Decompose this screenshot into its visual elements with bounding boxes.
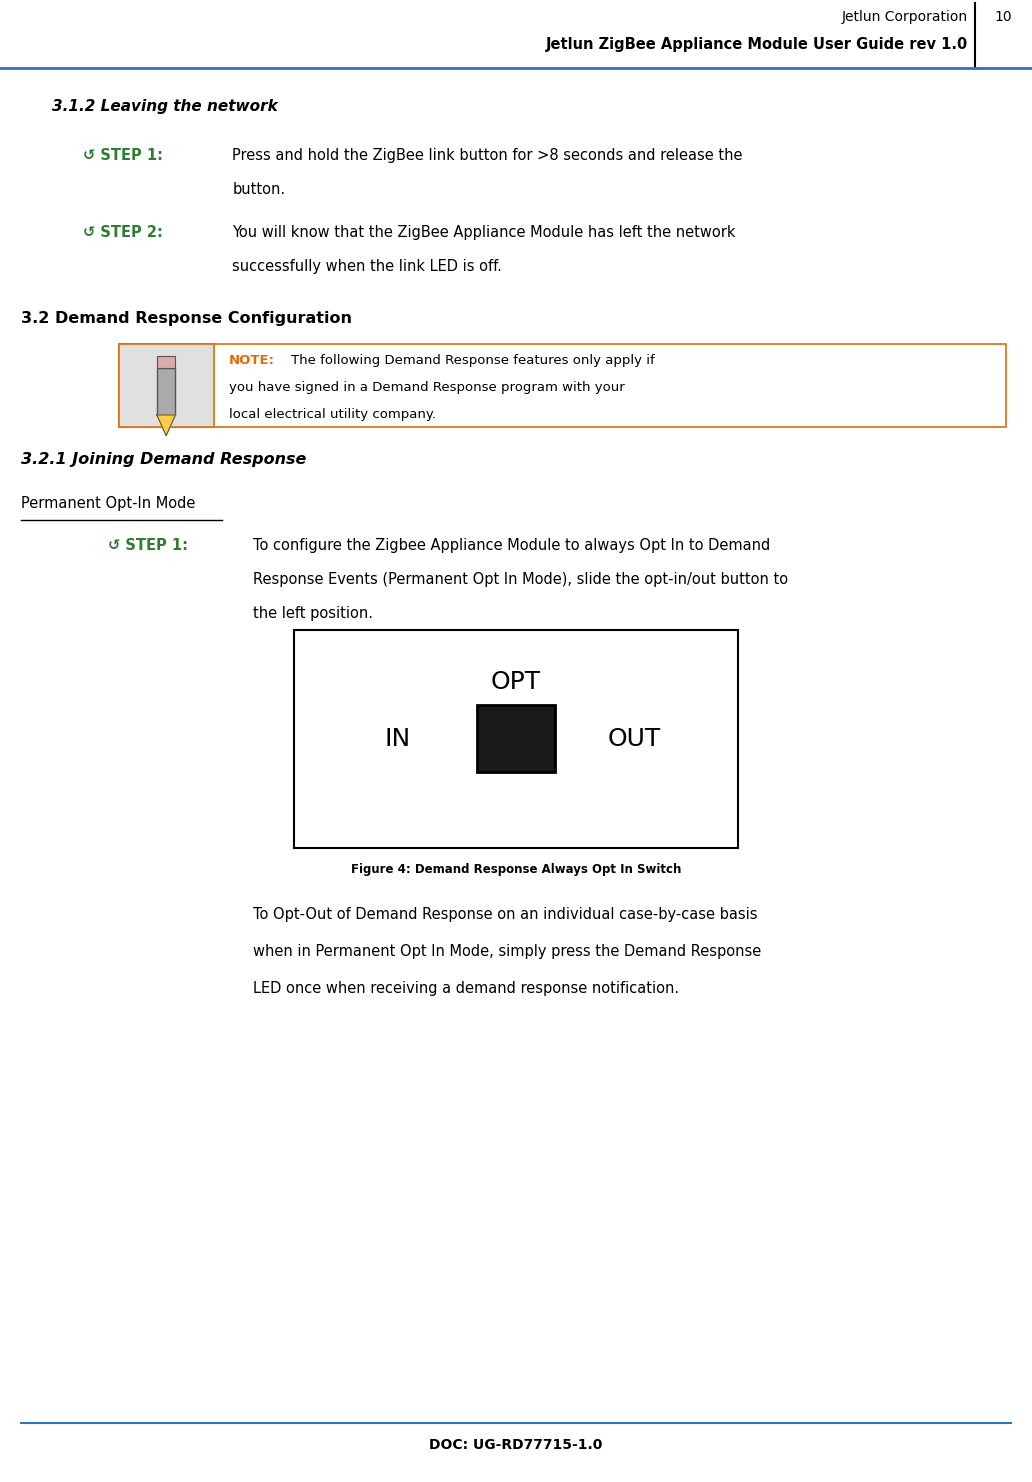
Text: Jetlun Corporation: Jetlun Corporation [842, 10, 968, 24]
Text: Jetlun ZigBee Appliance Module User Guide rev 1.0: Jetlun ZigBee Appliance Module User Guid… [546, 37, 968, 52]
Bar [119, 344, 214, 427]
Text: DOC: UG-RD77715-1.0: DOC: UG-RD77715-1.0 [429, 1438, 603, 1451]
Text: button.: button. [232, 182, 285, 197]
Text: the left position.: the left position. [253, 606, 373, 621]
Text: Response Events (Permanent Opt In Mode), slide the opt-in/out button to: Response Events (Permanent Opt In Mode),… [253, 572, 788, 587]
Text: To configure the Zigbee Appliance Module to always Opt In to Demand: To configure the Zigbee Appliance Module… [253, 538, 770, 553]
Text: 3.2.1 Joining Demand Response: 3.2.1 Joining Demand Response [21, 452, 307, 467]
Text: 3.1.2 Leaving the network: 3.1.2 Leaving the network [52, 99, 278, 114]
Text: Figure 4: Demand Response Always Opt In Switch: Figure 4: Demand Response Always Opt In … [351, 863, 681, 876]
Text: Permanent Opt-In Mode: Permanent Opt-In Mode [21, 496, 195, 511]
Text: successfully when the link LED is off.: successfully when the link LED is off. [232, 259, 503, 274]
Text: LED once when receiving a demand response notification.: LED once when receiving a demand respons… [253, 981, 679, 996]
Bar [294, 630, 738, 848]
Text: To Opt-Out of Demand Response on an individual case-by-case basis: To Opt-Out of Demand Response on an indi… [253, 907, 757, 922]
Text: ↺ STEP 2:: ↺ STEP 2: [83, 225, 162, 240]
Text: IN: IN [384, 726, 411, 751]
Text: The following Demand Response features only apply if: The following Demand Response features o… [291, 354, 654, 368]
Text: 3.2 Demand Response Configuration: 3.2 Demand Response Configuration [21, 311, 352, 326]
Text: ↺ STEP 1:: ↺ STEP 1: [108, 538, 189, 553]
Bar [157, 356, 175, 368]
Text: local electrical utility company.: local electrical utility company. [229, 408, 437, 421]
Text: Press and hold the ZigBee link button for >8 seconds and release the: Press and hold the ZigBee link button fo… [232, 148, 743, 163]
Text: when in Permanent Opt In Mode, simply press the Demand Response: when in Permanent Opt In Mode, simply pr… [253, 944, 761, 959]
Bar [119, 344, 1006, 427]
Text: NOTE:: NOTE: [229, 354, 276, 368]
Text: You will know that the ZigBee Appliance Module has left the network: You will know that the ZigBee Appliance … [232, 225, 736, 240]
Text: ↺ STEP 1:: ↺ STEP 1: [83, 148, 163, 163]
Polygon shape [157, 415, 175, 436]
Text: OUT: OUT [608, 726, 662, 751]
Bar [157, 368, 175, 415]
Text: 10: 10 [994, 10, 1012, 24]
Bar [477, 705, 555, 772]
Text: you have signed in a Demand Response program with your: you have signed in a Demand Response pro… [229, 381, 624, 394]
Text: OPT: OPT [491, 670, 541, 695]
